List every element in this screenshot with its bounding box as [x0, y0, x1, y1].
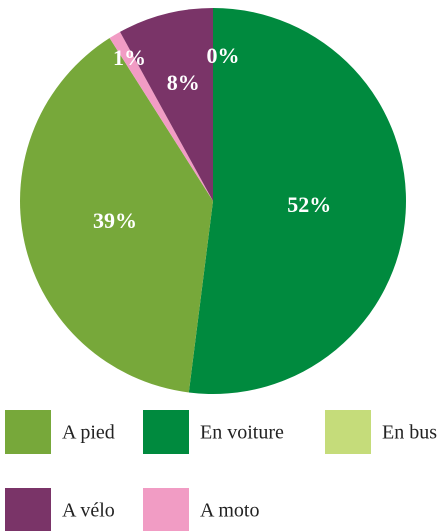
legend-label: A pied — [62, 422, 115, 444]
legend-swatch — [143, 488, 189, 531]
legend-label: A moto — [200, 500, 259, 522]
pie-slice — [19, 38, 213, 393]
value-label: 8% — [167, 70, 200, 95]
legend-swatch — [325, 410, 371, 454]
value-label: 39% — [93, 208, 137, 233]
legend-label: A vélo — [62, 500, 115, 522]
legend-label: En bus — [382, 422, 437, 444]
legend-swatch — [5, 410, 51, 454]
legend-swatch — [5, 488, 51, 531]
legend-label: En voiture — [200, 422, 284, 444]
value-label: 0% — [207, 43, 240, 68]
value-label: 1% — [113, 45, 146, 70]
pie-slice — [120, 7, 213, 201]
pie-slice — [188, 8, 406, 394]
pie-slice — [109, 31, 213, 202]
value-label: 52% — [287, 192, 331, 217]
legend-swatch — [143, 410, 189, 454]
